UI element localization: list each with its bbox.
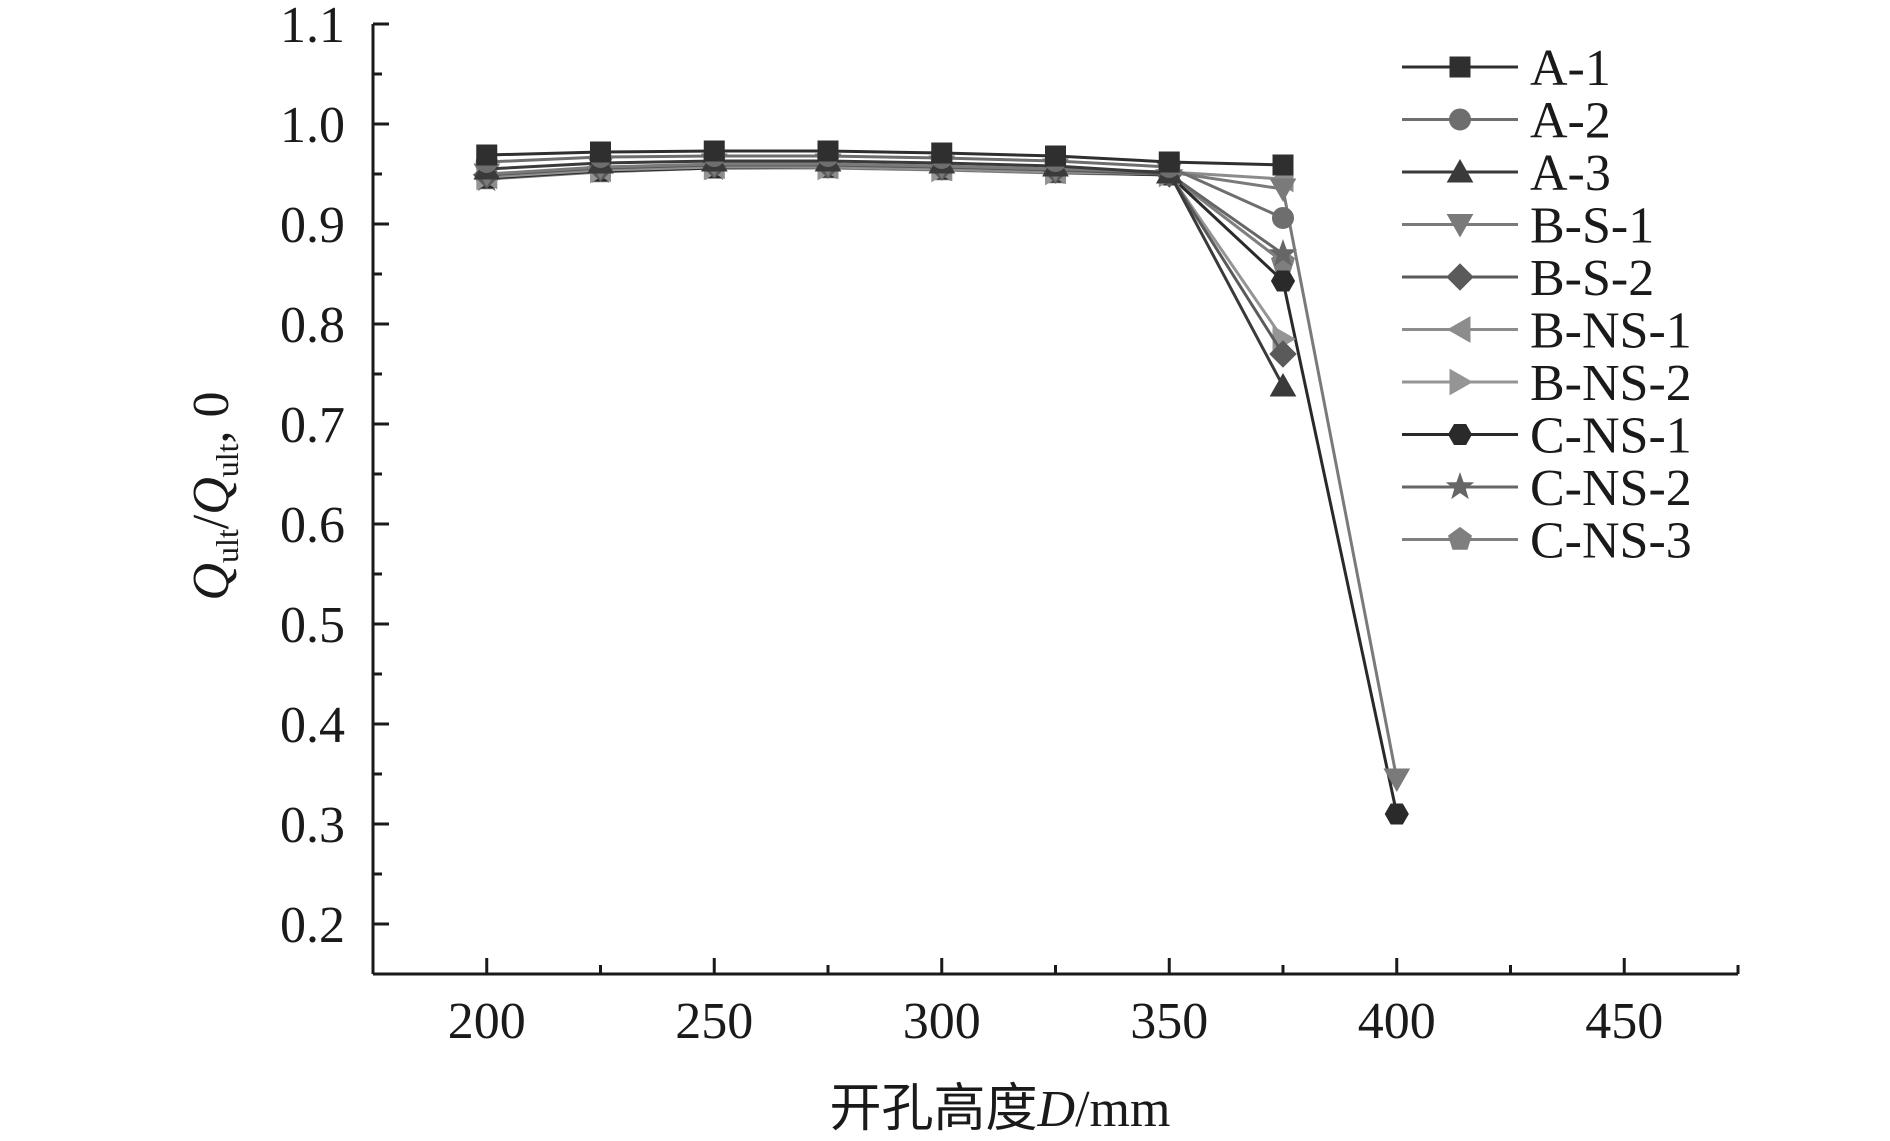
legend-label: B-S-2 (1530, 250, 1654, 307)
data-point-A-3-375 (1269, 372, 1297, 397)
y-axis-title-q2: Q (183, 477, 240, 515)
legend-item-A-2: A-2 (1402, 93, 1611, 150)
x-tick-label: 450 (1585, 993, 1663, 1050)
legend-item-B-NS-1: B-NS-1 (1402, 303, 1692, 360)
legend-marker-C-NS-1 (1447, 424, 1473, 445)
data-point-A-1-350 (1158, 151, 1180, 173)
legend-label: A-3 (1530, 145, 1611, 202)
legend-label: A-2 (1530, 93, 1611, 150)
series-line-A-3 (486, 159, 1285, 387)
legend-label: B-NS-2 (1530, 355, 1692, 412)
x-axis-title-var: D (1037, 1081, 1076, 1138)
data-point-A-1-200 (476, 144, 498, 166)
series-B-S-2 (473, 151, 1297, 368)
legend-item-B-NS-2: B-NS-2 (1402, 355, 1692, 412)
y-axis-title-tail: , 0 (183, 391, 240, 443)
legend-marker-B-S-1 (1446, 214, 1474, 238)
data-point-A-2-375 (1272, 207, 1294, 229)
series-line-A-1 (486, 149, 1284, 167)
y-tick-label: 0.4 (280, 697, 345, 754)
y-tick-label: 0.5 (280, 597, 345, 654)
legend-marker-A-1 (1449, 56, 1471, 78)
legend-marker-C-NS-3 (1448, 526, 1472, 550)
data-point-C-NS-1-400 (1384, 803, 1409, 825)
y-axis-title-q1: Q (183, 563, 240, 601)
x-axis-title-cn: 开孔高度 (830, 1081, 1038, 1138)
legend: A-1A-2A-3B-S-1B-S-2B-NS-1B-NS-2C-NS-1C-N… (1402, 40, 1692, 570)
series-A-1 (476, 140, 1294, 176)
legend-marker-B-S-2 (1446, 263, 1474, 291)
series-line-B-S-1 (486, 162, 1399, 780)
data-point-B-S-2-375 (1269, 340, 1297, 368)
data-point-B-S-1-400 (1383, 768, 1411, 793)
y-tick-label: 0.7 (280, 397, 345, 454)
y-ticks: 0.2 0.3 0.4 0.5 0.6 0.7 0.8 0.9 1.0 1.1 (280, 0, 389, 954)
y-tick-label: 1.0 (280, 97, 345, 154)
series-A-3 (473, 147, 1297, 397)
legend-label: C-NS-1 (1530, 408, 1692, 465)
y-axis-title-slash: / (183, 514, 240, 529)
series-group (472, 140, 1411, 825)
plot-area: 0.2 0.3 0.4 0.5 0.6 0.7 0.8 0.9 1.0 1.1 200 250 300… (280, 0, 1740, 1050)
legend-item-B-S-1: B-S-1 (1402, 198, 1654, 255)
data-point-C-NS-2-375 (1268, 238, 1298, 267)
x-axis-title: 开孔高度D/mm (830, 1081, 1171, 1138)
legend-marker-A-2 (1449, 108, 1471, 131)
x-tick-label: 250 (675, 993, 753, 1050)
series-line-B-S-2 (486, 163, 1285, 355)
y-tick-label: 1.1 (280, 0, 345, 54)
y-tick-label: 0.8 (280, 297, 345, 354)
legend-item-C-NS-1: C-NS-1 (1402, 408, 1692, 465)
legend-item-C-NS-2: C-NS-2 (1402, 460, 1692, 517)
series-C-NS-1 (474, 156, 1409, 825)
y-tick-label: 0.6 (280, 497, 345, 554)
data-point-A-1-375 (1272, 154, 1294, 176)
legend-label: C-NS-3 (1530, 513, 1692, 570)
legend-label: A-1 (1530, 40, 1611, 97)
y-axis-title-sub2: ult (209, 443, 245, 477)
series-line-C-NS-1 (486, 165, 1399, 815)
y-axis-title: Qult/Qult, 0 (183, 391, 245, 600)
x-tick-label: 300 (903, 993, 981, 1050)
legend-label: B-S-1 (1530, 198, 1654, 255)
x-tick-label: 200 (448, 993, 526, 1050)
x-tick-label: 350 (1130, 993, 1208, 1050)
legend-marker-B-NS-2 (1449, 368, 1474, 396)
y-axis-title-sub1: ult (209, 529, 245, 563)
y-tick-label: 0.3 (280, 797, 345, 854)
legend-marker-A-3 (1446, 158, 1474, 183)
legend-item-A-3: A-3 (1402, 145, 1611, 202)
data-point-A-1-275 (817, 140, 839, 162)
legend-item-C-NS-3: C-NS-3 (1402, 513, 1692, 570)
y-tick-label: 0.2 (280, 897, 345, 954)
legend-label: C-NS-2 (1530, 460, 1692, 517)
legend-label: B-NS-1 (1530, 303, 1692, 360)
data-point-B-S-1-375 (1269, 178, 1297, 203)
x-ticks: 200 250 300 350 400 450 (448, 958, 1740, 1050)
legend-marker-B-NS-1 (1446, 316, 1471, 343)
data-point-A-1-250 (703, 140, 725, 162)
y-tick-label: 0.9 (280, 197, 345, 254)
series-line-A-2 (486, 154, 1284, 220)
data-point-C-NS-1-375 (1270, 270, 1296, 292)
legend-item-A-1: A-1 (1402, 40, 1611, 97)
data-point-A-1-225 (590, 141, 611, 163)
data-point-A-1-325 (1045, 145, 1066, 167)
legend-marker-C-NS-2 (1445, 471, 1475, 500)
x-tick-label: 400 (1358, 993, 1436, 1050)
x-axis-title-unit: /mm (1075, 1081, 1170, 1138)
data-point-A-1-300 (931, 142, 953, 164)
series-line-B-NS-2 (486, 165, 1285, 340)
legend-item-B-S-2: B-S-2 (1402, 250, 1654, 307)
